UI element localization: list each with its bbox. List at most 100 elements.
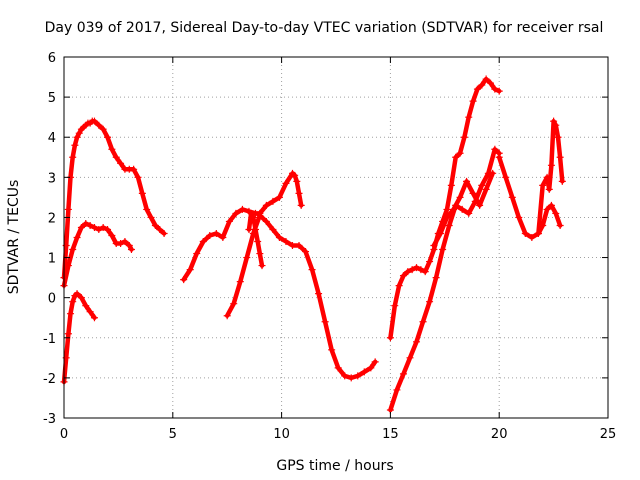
data-point: [193, 250, 201, 258]
data-point: [69, 246, 77, 254]
data-point: [254, 238, 262, 246]
data-point: [543, 205, 551, 213]
data-point: [230, 300, 238, 308]
data-point: [282, 238, 290, 246]
data-point: [71, 141, 79, 149]
data-point: [556, 221, 564, 229]
data-point: [130, 165, 138, 173]
data-point: [495, 153, 503, 161]
data-point: [206, 231, 214, 239]
series-7: [386, 75, 503, 342]
data-point: [354, 372, 362, 380]
data-point: [223, 312, 231, 320]
data-point: [391, 302, 399, 310]
data-point: [417, 266, 425, 274]
data-point: [395, 282, 403, 290]
data-point: [552, 209, 560, 217]
series-trace: [496, 155, 563, 240]
y-tick-label: 3: [48, 171, 56, 186]
data-point: [121, 238, 129, 246]
data-point: [108, 231, 116, 239]
data-point: [308, 266, 316, 274]
data-point: [291, 171, 299, 179]
data-point: [117, 159, 125, 167]
data-point: [421, 268, 429, 276]
data-point: [69, 153, 77, 161]
data-point: [82, 302, 90, 310]
series-8: [386, 145, 503, 414]
data-point: [262, 217, 270, 225]
data-point: [143, 205, 151, 213]
data-point: [77, 223, 85, 231]
data-point: [90, 223, 98, 231]
data-point: [482, 185, 490, 193]
x-tick-label: 10: [273, 427, 290, 442]
data-point: [151, 221, 159, 229]
chart-title: Day 039 of 2017, Sidereal Day-to-day VTE…: [45, 20, 604, 36]
data-point: [328, 346, 336, 354]
data-point: [547, 161, 555, 169]
data-point: [463, 177, 471, 185]
data-point: [413, 338, 421, 346]
data-point: [445, 221, 453, 229]
data-point: [69, 298, 77, 306]
data-point: [297, 201, 305, 209]
series-11: [534, 117, 566, 237]
series-9: [430, 169, 497, 250]
data-point: [558, 177, 566, 185]
data-point: [199, 238, 207, 246]
data-point: [469, 97, 477, 105]
data-point: [86, 308, 94, 316]
x-tick-label: 15: [382, 427, 399, 442]
data-point: [64, 205, 72, 213]
data-point: [367, 364, 375, 372]
y-tick-label: 0: [48, 292, 56, 307]
data-point: [456, 149, 464, 157]
data-point: [73, 290, 81, 298]
data-point: [134, 173, 142, 181]
data-point: [315, 290, 323, 298]
data-point: [443, 205, 451, 213]
data-point: [127, 246, 135, 254]
data-point: [521, 229, 529, 237]
data-point: [458, 205, 466, 213]
data-point: [550, 117, 558, 125]
data-point: [160, 229, 168, 237]
axis-ticks: 0 5 10 15 20 25 -3 -2 -1 0 1 2 3 4 5 6: [43, 51, 616, 442]
data-point: [269, 225, 277, 233]
data-point: [341, 372, 349, 380]
data-point: [73, 234, 81, 241]
data-point: [447, 181, 455, 189]
data-point: [408, 266, 416, 274]
data-point: [489, 169, 497, 177]
data-point: [99, 223, 107, 231]
data-point: [465, 113, 473, 121]
data-point: [406, 354, 414, 362]
series-2: [60, 219, 135, 290]
y-tick-label: -2: [43, 372, 56, 387]
data-point: [482, 75, 490, 83]
data-point: [552, 121, 560, 129]
series-5: [223, 211, 379, 382]
data-point: [256, 250, 264, 258]
y-tick-label: 1: [48, 252, 56, 267]
data-point: [236, 278, 244, 286]
data-point: [245, 225, 253, 233]
data-point: [225, 217, 233, 225]
data-point: [473, 85, 481, 93]
data-point: [262, 201, 270, 209]
data-point: [180, 276, 188, 284]
data-point: [99, 125, 107, 133]
data-point: [469, 189, 477, 197]
data-point: [334, 364, 342, 372]
data-point: [534, 229, 542, 237]
data-point: [465, 209, 473, 217]
data-point: [108, 145, 116, 153]
series-trace: [181, 171, 304, 282]
data-point: [547, 201, 555, 209]
series-trace: [61, 221, 134, 288]
x-tick-label: 25: [600, 427, 617, 442]
data-point: [539, 181, 547, 189]
x-tick-label: 20: [491, 427, 508, 442]
data-point: [104, 225, 112, 233]
